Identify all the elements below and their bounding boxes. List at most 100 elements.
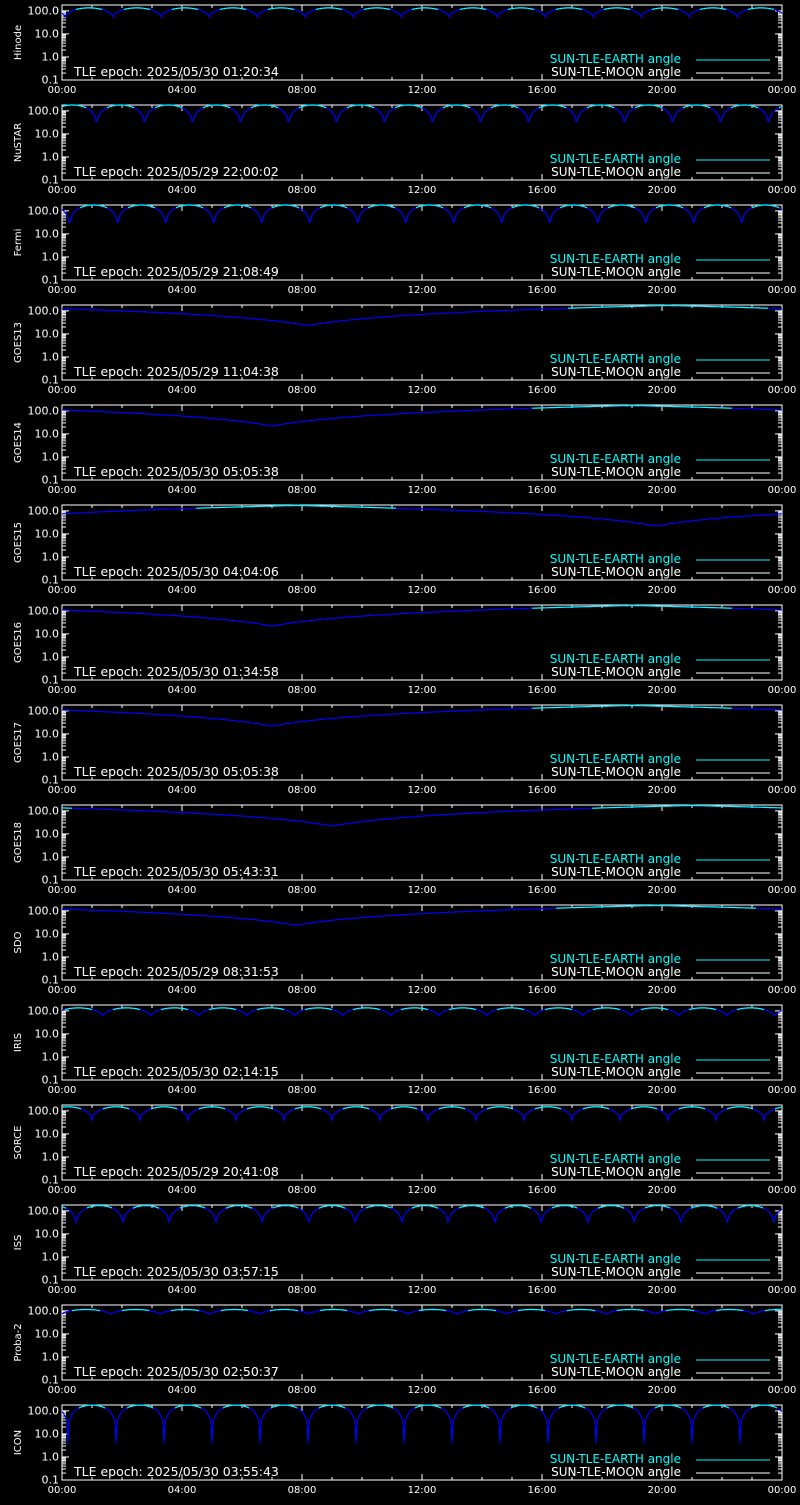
legend-earth-label: SUN-TLE-EARTH angle (550, 1352, 681, 1366)
x-tick-label: 08:00 (288, 1385, 317, 1396)
x-tick-label: 00:00 (48, 185, 77, 196)
x-tick-label: 00:00 (768, 385, 797, 396)
y-tick-label: 10.0 (35, 927, 60, 940)
x-tick-label: 00:00 (768, 885, 797, 896)
x-tick-label: 08:00 (288, 85, 317, 96)
series-line-earth (532, 704, 732, 709)
panel-goes18: 0.1 1.0 10.0 100.0 00:00 04:00 08:00 12:00 16:00… (13, 804, 796, 896)
y-tick-label: 10.0 (35, 227, 60, 240)
legend-earth-label: SUN-TLE-EARTH angle (550, 652, 681, 666)
x-tick-label: 12:00 (408, 485, 437, 496)
x-tick-label: 00:00 (48, 285, 77, 296)
y-tick-label: 0.1 (42, 74, 60, 87)
series-line-earth (61, 1205, 764, 1209)
y-tick-label: 1.0 (42, 250, 60, 263)
tle-epoch-label: TLE epoch: 2025/05/29 21:08:49 (73, 264, 279, 279)
tle-epoch-label: TLE epoch: 2025/05/30 05:05:38 (73, 764, 279, 779)
x-tick-label: 08:00 (288, 585, 317, 596)
legend-earth-label: SUN-TLE-EARTH angle (550, 252, 681, 266)
legend-moon-label: SUN-TLE-MOON angle (551, 965, 681, 979)
x-tick-label: 00:00 (768, 1085, 797, 1096)
x-tick-label: 00:00 (48, 585, 77, 596)
x-tick-label: 00:00 (768, 1285, 797, 1296)
x-tick-label: 16:00 (528, 985, 557, 996)
y-tick-label: 10.0 (35, 1327, 60, 1340)
x-tick-label: 00:00 (48, 1085, 77, 1096)
panel-ylabel: GOES14 (13, 422, 24, 463)
panel-ylabel: NuSTAR (13, 123, 24, 162)
y-tick-label: 0.1 (42, 1274, 60, 1287)
x-tick-label: 12:00 (408, 685, 437, 696)
y-tick-label: 100.0 (28, 204, 60, 217)
x-tick-label: 16:00 (528, 1185, 557, 1196)
y-tick-label: 100.0 (28, 1204, 60, 1217)
y-tick-label: 0.1 (42, 474, 60, 487)
x-tick-label: 08:00 (288, 885, 317, 896)
x-tick-label: 04:00 (168, 685, 197, 696)
y-tick-label: 10.0 (35, 627, 60, 640)
x-tick-label: 04:00 (168, 85, 197, 96)
x-tick-label: 04:00 (168, 1485, 197, 1496)
x-tick-label: 12:00 (408, 285, 437, 296)
panel-icon: 0.1 1.0 10.0 100.0 00:00 04:00 08:00 12:00 16:00… (13, 1404, 796, 1496)
y-tick-label: 0.1 (42, 1174, 60, 1187)
panel-ylabel: ICON (13, 1430, 24, 1455)
x-tick-label: 16:00 (528, 685, 557, 696)
y-tick-label: 10.0 (35, 1127, 60, 1140)
x-tick-label: 12:00 (408, 1285, 437, 1296)
panel-proba-2: 0.1 1.0 10.0 100.0 00:00 04:00 08:00 12:00 16:00… (13, 1304, 796, 1396)
x-tick-label: 20:00 (648, 485, 677, 496)
x-tick-label: 00:00 (768, 1485, 797, 1496)
series-line-earth (64, 1007, 765, 1011)
tle-epoch-label: TLE epoch: 2025/05/30 03:57:15 (73, 1264, 279, 1279)
tle-epoch-label: TLE epoch: 2025/05/30 01:20:34 (73, 64, 279, 79)
panel-ylabel: GOES13 (13, 322, 24, 363)
series-line-earth (196, 504, 396, 509)
legend-earth-label: SUN-TLE-EARTH angle (550, 752, 681, 766)
x-tick-label: 08:00 (288, 1185, 317, 1196)
x-tick-label: 20:00 (648, 585, 677, 596)
x-tick-label: 04:00 (168, 1285, 197, 1296)
panel-ylabel: Fermi (13, 229, 24, 257)
panel-ylabel: SDO (13, 931, 24, 953)
legend-earth-label: SUN-TLE-EARTH angle (550, 852, 681, 866)
tle-epoch-label: TLE epoch: 2025/05/30 04:04:06 (73, 564, 279, 579)
x-tick-label: 00:00 (768, 285, 797, 296)
x-tick-label: 08:00 (288, 685, 317, 696)
x-tick-label: 16:00 (528, 1285, 557, 1296)
y-tick-label: 1.0 (42, 1150, 60, 1163)
legend-moon-label: SUN-TLE-MOON angle (551, 1365, 681, 1379)
x-tick-label: 00:00 (48, 85, 77, 96)
tle-epoch-label: TLE epoch: 2025/05/30 05:05:38 (73, 464, 279, 479)
x-tick-label: 00:00 (48, 1485, 77, 1496)
x-tick-label: 16:00 (528, 785, 557, 796)
y-tick-label: 100.0 (28, 1404, 60, 1417)
x-tick-label: 20:00 (648, 1485, 677, 1496)
x-tick-label: 00:00 (48, 885, 77, 896)
legend-moon-label: SUN-TLE-MOON angle (551, 765, 681, 779)
x-tick-label: 20:00 (648, 185, 677, 196)
tle-epoch-label: TLE epoch: 2025/05/30 02:50:37 (73, 1364, 279, 1379)
x-tick-label: 00:00 (768, 785, 797, 796)
x-tick-label: 04:00 (168, 1185, 197, 1196)
series-line-earth (62, 804, 782, 809)
x-tick-label: 20:00 (648, 985, 677, 996)
y-tick-label: 100.0 (28, 1004, 60, 1017)
panel-ylabel: Hinode (13, 25, 24, 60)
y-tick-label: 10.0 (35, 127, 60, 140)
x-tick-label: 16:00 (528, 1385, 557, 1396)
x-tick-label: 20:00 (648, 385, 677, 396)
y-tick-label: 10.0 (35, 827, 60, 840)
x-tick-label: 20:00 (648, 1285, 677, 1296)
series-line-earth (71, 1308, 782, 1312)
y-tick-label: 0.1 (42, 974, 60, 987)
x-tick-label: 00:00 (768, 1185, 797, 1196)
series-line-earth (75, 7, 775, 11)
x-tick-label: 16:00 (528, 885, 557, 896)
y-tick-label: 0.1 (42, 274, 60, 287)
panel-goes16: 0.1 1.0 10.0 100.0 00:00 04:00 08:00 12:00 16:00… (13, 604, 796, 696)
x-tick-label: 12:00 (408, 1385, 437, 1396)
legend-moon-label: SUN-TLE-MOON angle (551, 665, 681, 679)
x-tick-label: 12:00 (408, 585, 437, 596)
x-tick-label: 20:00 (648, 1085, 677, 1096)
